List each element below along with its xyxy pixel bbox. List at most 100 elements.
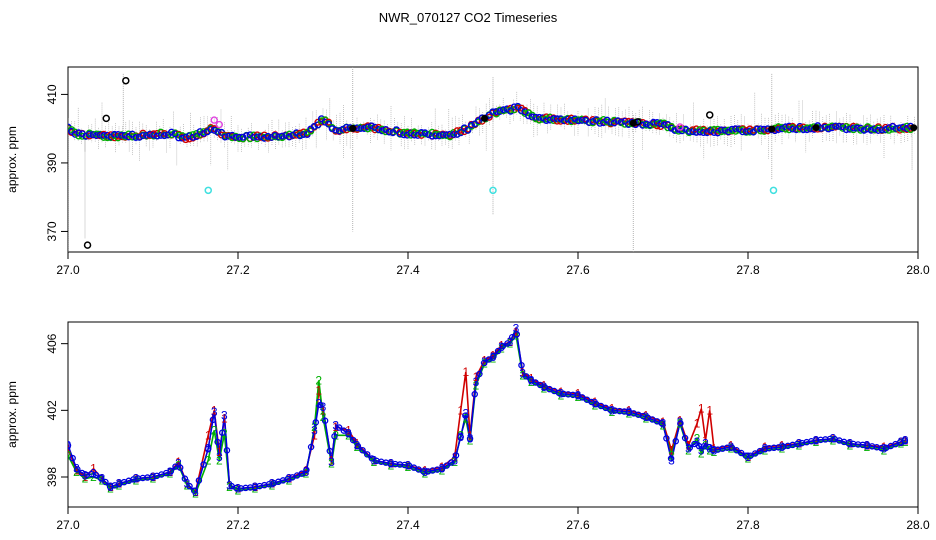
series-3-point xyxy=(74,466,81,473)
data-point xyxy=(653,118,661,126)
data-point xyxy=(93,132,101,140)
series-3-label: 3 xyxy=(528,373,535,387)
data-point xyxy=(342,123,350,131)
series-3-point xyxy=(513,331,521,338)
series-3-label: 3 xyxy=(513,322,520,336)
series-1-label: 1 xyxy=(813,433,820,447)
series-2-label: 2 xyxy=(677,417,684,431)
series-1-label: 1 xyxy=(216,445,223,459)
data-point xyxy=(439,131,447,139)
series-3-point xyxy=(97,474,104,482)
series-3-label: 3 xyxy=(167,465,174,479)
pink-point xyxy=(215,120,224,129)
data-point xyxy=(128,133,136,141)
data-point xyxy=(435,132,443,140)
series-3-label: 3 xyxy=(332,418,339,432)
series-3-point xyxy=(345,430,352,437)
chart-title: NWR_070127 CO2 Timeseries xyxy=(379,10,558,25)
series-1-label: 1 xyxy=(388,457,395,471)
data-point xyxy=(78,132,86,140)
data-point xyxy=(450,130,458,138)
data-point xyxy=(89,131,97,139)
series-1-label: 1 xyxy=(711,442,718,456)
series-1-label: 1 xyxy=(779,438,786,452)
data-point xyxy=(774,125,782,133)
data-point xyxy=(260,134,268,142)
series-1-label: 1 xyxy=(490,348,497,362)
data-point xyxy=(832,122,840,130)
series-3-point xyxy=(335,424,343,431)
data-point xyxy=(168,128,176,136)
data-point xyxy=(596,119,604,127)
data-point xyxy=(307,127,315,135)
data-point xyxy=(835,122,843,130)
series-3-label: 3 xyxy=(519,367,526,381)
series-3-point xyxy=(663,435,670,442)
series-3-label: 3 xyxy=(685,442,692,456)
series-3-point xyxy=(69,454,76,462)
series-3-point xyxy=(326,447,334,455)
data-point xyxy=(874,126,882,134)
series-3-label: 3 xyxy=(99,472,106,486)
series-3-label: 3 xyxy=(311,423,318,437)
series-3-label: 3 xyxy=(320,400,327,414)
series-3-point xyxy=(354,442,362,450)
series-1-label: 1 xyxy=(698,402,705,416)
series-3-label: 3 xyxy=(107,480,114,494)
series-3-point xyxy=(499,342,507,350)
data-point xyxy=(357,124,365,132)
series-3-label: 3 xyxy=(328,455,335,469)
data-point xyxy=(153,132,161,140)
series-3-label: 3 xyxy=(82,468,89,482)
series-1-label: 1 xyxy=(467,428,474,442)
series-1-label: 1 xyxy=(668,443,675,457)
series-3-label: 3 xyxy=(728,440,735,454)
series-2-label: 2 xyxy=(311,420,318,434)
series-2-label: 2 xyxy=(457,428,464,442)
series-3-label: 3 xyxy=(660,417,667,431)
series-3-point xyxy=(312,419,320,426)
data-point xyxy=(285,130,293,138)
series-3-label: 3 xyxy=(898,435,905,449)
series-1-label: 1 xyxy=(462,365,469,379)
series-2-label: 2 xyxy=(519,368,526,382)
data-point xyxy=(182,133,190,141)
bottom-x-tick-label: 27.2 xyxy=(226,518,250,532)
series-3-point xyxy=(181,475,189,482)
series-3-label: 3 xyxy=(73,462,80,476)
series-1-label: 1 xyxy=(473,370,480,384)
series-3-label: 3 xyxy=(405,458,412,472)
bottom-plot-frame xyxy=(67,321,919,508)
series-3-label: 3 xyxy=(779,440,786,454)
series-2-label: 2 xyxy=(216,453,223,467)
series-3-label: 3 xyxy=(116,477,123,491)
series-3-point xyxy=(200,461,207,468)
bottom-x-tick-label: 27.8 xyxy=(736,518,760,532)
data-point xyxy=(778,125,786,133)
series-3-label: 3 xyxy=(175,457,182,471)
data-point xyxy=(168,131,176,139)
series-3-label: 3 xyxy=(626,405,633,419)
series-2-label: 2 xyxy=(388,458,395,472)
data-point xyxy=(717,126,725,134)
series-2-label: 2 xyxy=(813,435,820,449)
series-1-label: 1 xyxy=(847,437,854,451)
series-2-label: 2 xyxy=(473,378,480,392)
data-point xyxy=(571,115,579,123)
data-point xyxy=(446,130,454,138)
data-point xyxy=(596,117,604,125)
data-point xyxy=(364,123,372,131)
cyan-outlier xyxy=(769,186,778,195)
data-point xyxy=(739,128,747,136)
top-y-axis-label: approx. ppm xyxy=(5,126,19,193)
series-3-label: 3 xyxy=(575,388,582,402)
data-point xyxy=(110,130,118,138)
data-point xyxy=(657,120,665,128)
data-point xyxy=(457,129,465,137)
data-point xyxy=(492,108,500,116)
data-point xyxy=(128,130,136,138)
series-1-label: 1 xyxy=(90,462,97,476)
series-2-label: 2 xyxy=(332,428,339,442)
